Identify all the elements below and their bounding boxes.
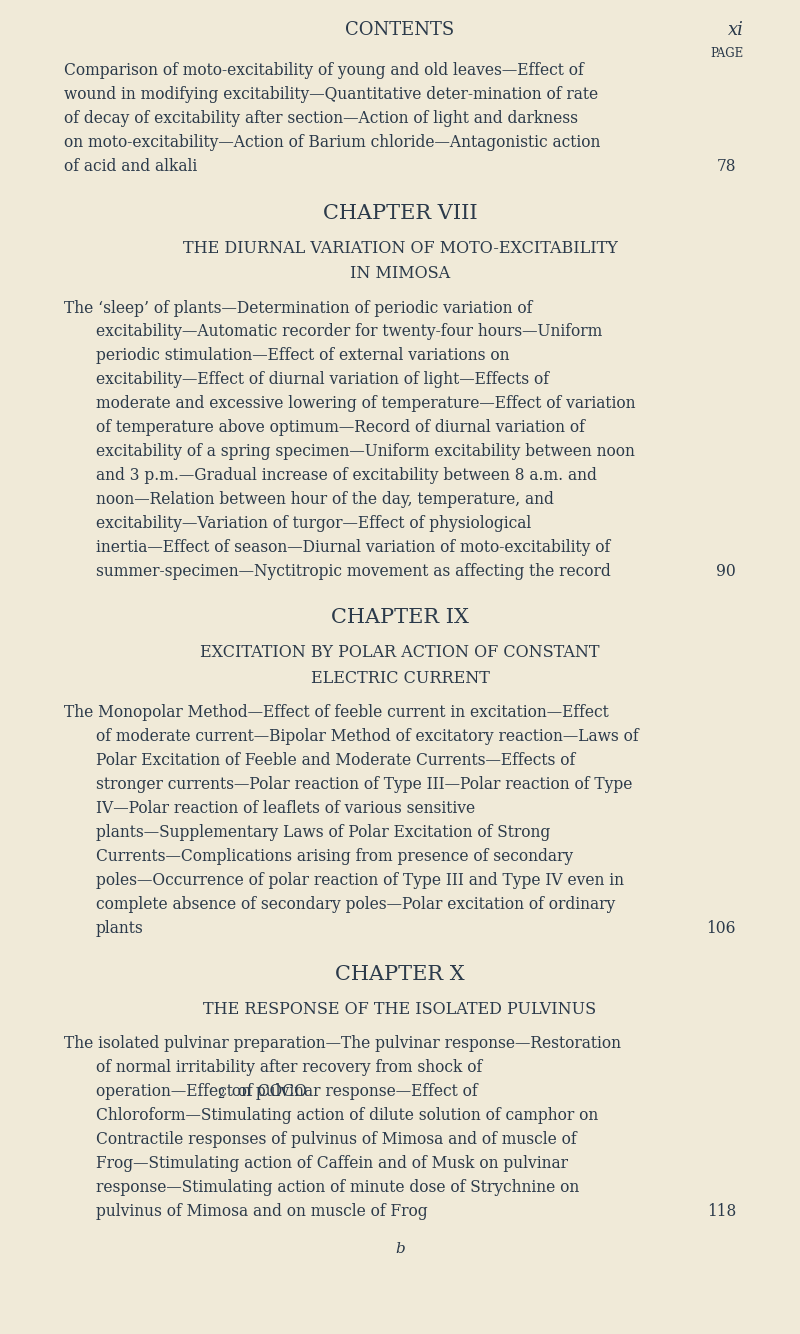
Text: CHAPTER X: CHAPTER X <box>335 966 465 984</box>
Text: 78: 78 <box>717 159 736 175</box>
Text: periodic stimulation—Effect of external variations on: periodic stimulation—Effect of external … <box>96 347 510 364</box>
Text: of normal irritability after recovery from shock of: of normal irritability after recovery fr… <box>96 1059 482 1077</box>
Text: xi: xi <box>728 21 744 40</box>
Text: ELECTRIC CURRENT: ELECTRIC CURRENT <box>310 670 490 687</box>
Text: pulvinus of Mimosa and on muscle of Frog: pulvinus of Mimosa and on muscle of Frog <box>96 1203 428 1221</box>
Text: The ‘sleep’ of plants—Determination of periodic variation of: The ‘sleep’ of plants—Determination of p… <box>64 300 532 316</box>
Text: noon—Relation between hour of the day, temperature, and: noon—Relation between hour of the day, t… <box>96 491 554 508</box>
Text: THE RESPONSE OF THE ISOLATED PULVINUS: THE RESPONSE OF THE ISOLATED PULVINUS <box>203 1002 597 1018</box>
Text: excitability—Variation of turgor—Effect of physiological: excitability—Variation of turgor—Effect … <box>96 515 531 532</box>
Text: 106: 106 <box>706 920 736 936</box>
Text: plants: plants <box>96 920 144 936</box>
Text: excitability—Automatic recorder for twenty-four hours—Uniform: excitability—Automatic recorder for twen… <box>96 323 602 340</box>
Text: stronger currents—Polar reaction of Type III—Polar reaction of Type: stronger currents—Polar reaction of Type… <box>96 776 632 794</box>
Text: Currents—Complications arising from presence of secondary: Currents—Complications arising from pres… <box>96 848 573 864</box>
Text: EXCITATION BY POLAR ACTION OF CONSTANT: EXCITATION BY POLAR ACTION OF CONSTANT <box>200 644 600 662</box>
Text: poles—Occurrence of polar reaction of Type III and Type IV even in: poles—Occurrence of polar reaction of Ty… <box>96 872 624 888</box>
Text: on pulvinar response—Effect of: on pulvinar response—Effect of <box>227 1083 478 1101</box>
Text: of decay of excitability after section—Action of light and darkness: of decay of excitability after section—A… <box>64 111 578 127</box>
Text: complete absence of secondary poles—Polar excitation of ordinary: complete absence of secondary poles—Pola… <box>96 896 615 912</box>
Text: CHAPTER IX: CHAPTER IX <box>331 608 469 627</box>
Text: of temperature above optimum—Record of diurnal variation of: of temperature above optimum—Record of d… <box>96 419 585 436</box>
Text: b: b <box>395 1242 405 1257</box>
Text: operation—Effect of COCO: operation—Effect of COCO <box>96 1083 307 1101</box>
Text: of moderate current—Bipolar Method of excitatory reaction—Laws of: of moderate current—Bipolar Method of ex… <box>96 728 638 746</box>
Text: Contractile responses of pulvinus of Mimosa and of muscle of: Contractile responses of pulvinus of Mim… <box>96 1131 577 1149</box>
Text: response—Stimulating action of minute dose of Strychnine on: response—Stimulating action of minute do… <box>96 1179 579 1197</box>
Text: Chloroform—Stimulating action of dilute solution of camphor on: Chloroform—Stimulating action of dilute … <box>96 1107 598 1125</box>
Text: CHAPTER VIII: CHAPTER VIII <box>322 204 478 223</box>
Text: 90: 90 <box>716 563 736 580</box>
Text: moderate and excessive lowering of temperature—Effect of variation: moderate and excessive lowering of tempe… <box>96 395 635 412</box>
Text: THE DIURNAL VARIATION OF MOTO-EXCITABILITY: THE DIURNAL VARIATION OF MOTO-EXCITABILI… <box>182 240 618 256</box>
Text: plants—Supplementary Laws of Polar Excitation of Strong: plants—Supplementary Laws of Polar Excit… <box>96 824 550 840</box>
Text: of acid and alkali: of acid and alkali <box>64 159 198 175</box>
Text: and 3 p.m.—Gradual increase of excitability between 8 a.m. and: and 3 p.m.—Gradual increase of excitabil… <box>96 467 597 484</box>
Text: excitability—Effect of diurnal variation of light—Effects of: excitability—Effect of diurnal variation… <box>96 371 549 388</box>
Text: IN MIMOSA: IN MIMOSA <box>350 265 450 283</box>
Text: CONTENTS: CONTENTS <box>346 21 454 40</box>
Text: Polar Excitation of Feeble and Moderate Currents—Effects of: Polar Excitation of Feeble and Moderate … <box>96 752 575 770</box>
Text: 2: 2 <box>217 1089 224 1102</box>
Text: inertia—Effect of season—Diurnal variation of moto-excitability of: inertia—Effect of season—Diurnal variati… <box>96 539 610 556</box>
Text: 118: 118 <box>706 1203 736 1221</box>
Text: Frog—Stimulating action of Caffein and of Musk on pulvinar: Frog—Stimulating action of Caffein and o… <box>96 1155 568 1173</box>
Text: summer-specimen—Nyctitropic movement as affecting the record: summer-specimen—Nyctitropic movement as … <box>96 563 610 580</box>
Text: The isolated pulvinar preparation—The pulvinar response—Restoration: The isolated pulvinar preparation—The pu… <box>64 1035 621 1053</box>
Text: on moto-excitability—Action of Barium chloride—Antagonistic action: on moto-excitability—Action of Barium ch… <box>64 135 600 151</box>
Text: excitability of a spring specimen—Uniform excitability between noon: excitability of a spring specimen—Unifor… <box>96 443 635 460</box>
Text: wound in modifying excitability—Quantitative deter-mination of rate: wound in modifying excitability—Quantita… <box>64 87 598 104</box>
Text: The Monopolar Method—Effect of feeble current in excitation—Effect: The Monopolar Method—Effect of feeble cu… <box>64 704 609 722</box>
Text: IV—Polar reaction of leaflets of various sensitive: IV—Polar reaction of leaflets of various… <box>96 800 475 818</box>
Text: PAGE: PAGE <box>710 47 744 60</box>
Text: Comparison of moto-excitability of young and old leaves—Effect of: Comparison of moto-excitability of young… <box>64 63 584 80</box>
